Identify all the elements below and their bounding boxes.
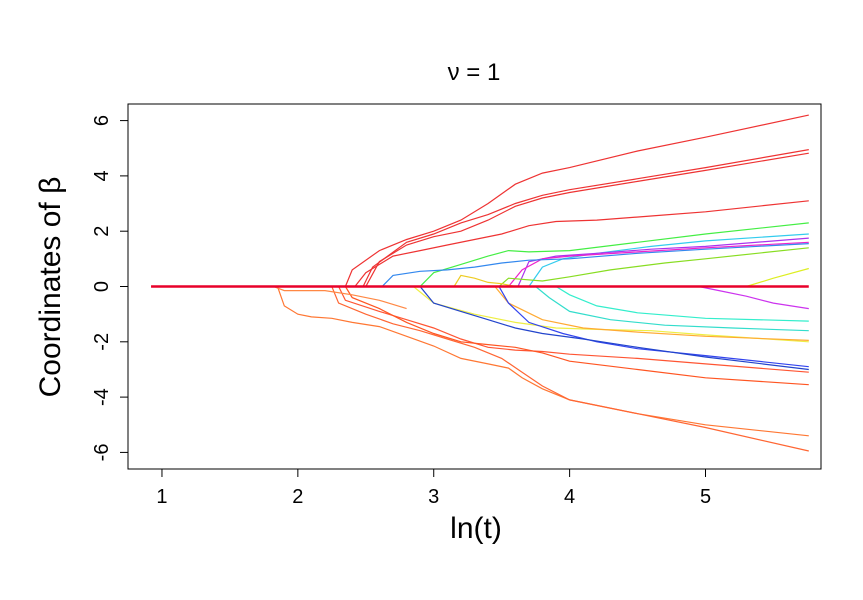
- series-line-19: [151, 285, 809, 371]
- y-tick-label: 2: [91, 226, 113, 237]
- series-line-15: [151, 285, 809, 332]
- series-line-14: [151, 285, 809, 322]
- series-line-4: [151, 200, 809, 288]
- x-tick-label: 2: [292, 486, 303, 508]
- series-line-5: [151, 222, 809, 288]
- series-line-7: [151, 237, 809, 288]
- y-tick-label: -4: [91, 388, 113, 406]
- x-axis: 1 2 3 4 5: [156, 468, 711, 508]
- x-tick-label: 3: [428, 486, 439, 508]
- series-line-13: [151, 285, 809, 310]
- x-tick-label: 1: [156, 486, 167, 508]
- y-tick-label: -6: [91, 444, 113, 462]
- series-line-16: [151, 285, 809, 343]
- series-line-6: [151, 233, 809, 288]
- series-line-8: [151, 241, 809, 288]
- x-axis-label: ln(t): [450, 512, 502, 545]
- x-tick-label: 4: [564, 486, 575, 508]
- series-line-10: [151, 247, 809, 288]
- y-axis-label: Coordinates of β: [34, 177, 67, 398]
- series-layer: [151, 114, 809, 452]
- y-tick-label: 6: [91, 115, 113, 126]
- series-line-17: [151, 285, 809, 341]
- series-line-2: [151, 149, 809, 288]
- y-tick-label: 0: [91, 281, 113, 292]
- series-line-22: [151, 285, 809, 373]
- series-line-12: [151, 274, 516, 288]
- y-tick-label: -2: [91, 333, 113, 351]
- series-line-9: [151, 243, 809, 288]
- series-line-11: [151, 267, 809, 288]
- y-axis: -6 -4 -2 0 2 4 6: [91, 115, 129, 462]
- series-line-23: [151, 285, 809, 386]
- series-line-21: [151, 285, 809, 452]
- y-tick-label: 4: [91, 170, 113, 181]
- series-line-20: [151, 285, 809, 437]
- x-tick-label: 5: [700, 486, 711, 508]
- series-line-1: [151, 114, 809, 288]
- chart-title: ν = 1: [448, 59, 501, 86]
- series-line-3: [151, 152, 809, 288]
